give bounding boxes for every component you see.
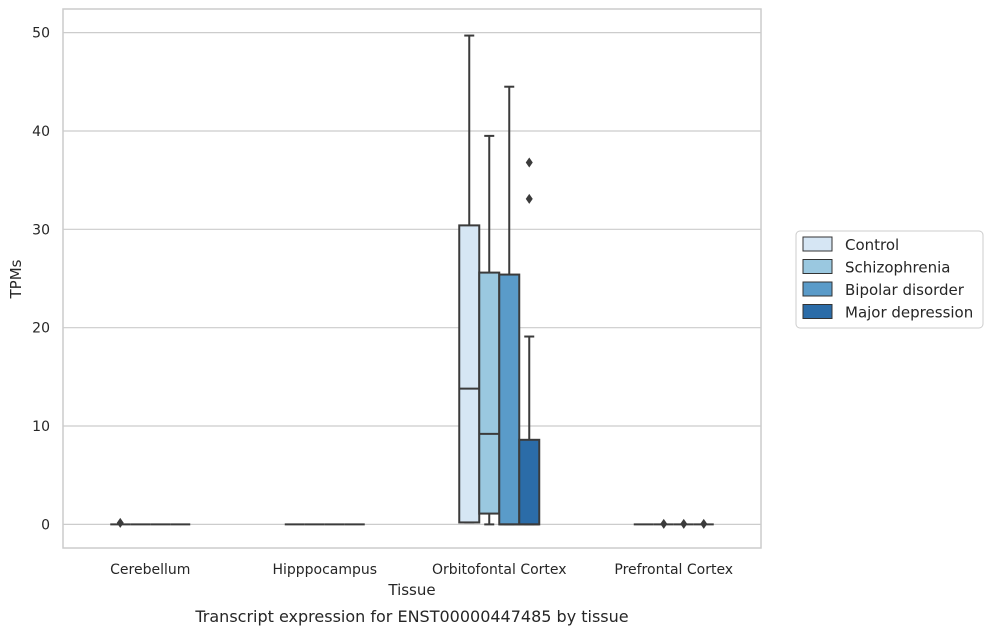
outlier-point: [525, 157, 533, 168]
box-orbitofontal-cortex-bipolar-disorder: [498, 85, 521, 526]
legend-label: Control: [845, 236, 899, 254]
outlier-point: [116, 517, 124, 528]
box-prefrontal-cortex-major-depression: [693, 518, 714, 529]
box-prefrontal-cortex-bipolar-disorder: [673, 518, 694, 529]
y-tick-label: 10: [32, 419, 50, 435]
legend-label: Schizophrenia: [845, 259, 950, 277]
chart-caption: Transcript expression for ENST0000044748…: [194, 607, 628, 626]
legend-swatch: [802, 304, 833, 319]
y-tick-label: 0: [41, 517, 50, 533]
y-tick-label: 30: [32, 222, 50, 238]
outlier-point: [660, 518, 668, 529]
legend-label: Major depression: [845, 304, 973, 322]
box-iqr: [458, 224, 481, 524]
x-tick-label: Cerebellum: [110, 562, 190, 578]
box-cerebellum-control: [110, 517, 131, 528]
legend: Control Schizophrenia Bipolar disorder Majo…: [795, 230, 984, 329]
outlier-point: [680, 518, 688, 529]
box-iqr: [498, 273, 521, 526]
legend-swatch: [802, 236, 833, 252]
x-tick-label: Orbitofontal Cortex: [432, 562, 567, 578]
outlier-point: [525, 193, 533, 204]
y-axis-ticks: 0 10 20 30 40 50: [32, 26, 50, 534]
box-orbitofontal-cortex-control: [458, 34, 481, 524]
legend-swatch: [802, 281, 833, 297]
legend-swatch: [802, 259, 833, 274]
y-tick-label: 40: [32, 124, 50, 140]
box-orbitofontal-cortex-major-depression: [518, 157, 541, 526]
legend-label: Bipolar disorder: [845, 281, 965, 299]
box-groups: [110, 34, 714, 529]
y-tick-label: 50: [32, 26, 50, 42]
x-axis-title: Tissue: [387, 581, 435, 599]
box-prefrontal-cortex-schizophrenia: [653, 518, 674, 529]
box-iqr: [478, 271, 501, 515]
y-axis-title: TPMs: [7, 259, 25, 299]
outlier-point: [700, 518, 708, 529]
y-tick-label: 20: [32, 321, 50, 337]
x-tick-label: Hipppocampus: [272, 562, 377, 578]
plot-area: [62, 8, 762, 549]
box-iqr: [518, 438, 541, 526]
x-tick-label: Prefrontal Cortex: [614, 562, 733, 578]
x-axis-ticks: Cerebellum Hipppocampus Orbitofontal Corte…: [110, 562, 733, 578]
legend-frame: [795, 230, 984, 329]
